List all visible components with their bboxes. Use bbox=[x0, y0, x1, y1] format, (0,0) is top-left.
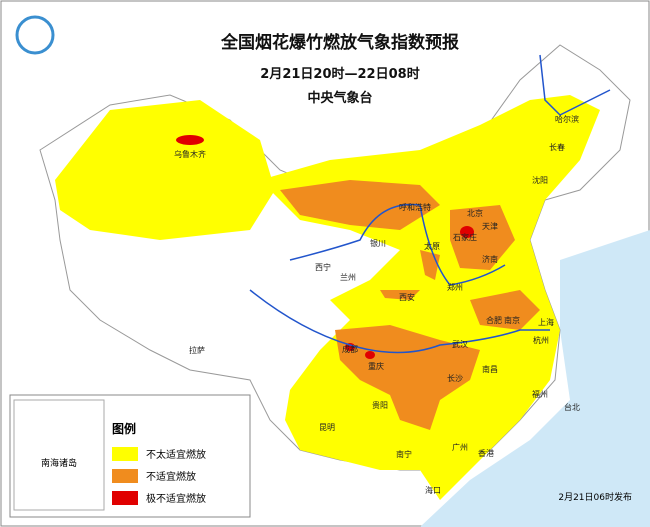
city-label: 西宁 bbox=[315, 262, 331, 272]
city-label: 福州 bbox=[532, 390, 548, 399]
city-label: 成都 bbox=[342, 344, 358, 354]
inset-map bbox=[13, 399, 105, 511]
release-time: 2月21日06时发布 bbox=[558, 491, 632, 503]
city-label: 南宁 bbox=[396, 449, 412, 459]
city-label: 沈阳 bbox=[532, 175, 548, 185]
city-label: 乌鲁木齐 bbox=[174, 149, 206, 159]
legend-label: 不太适宜燃放 bbox=[146, 448, 206, 461]
legend-label: 极不适宜燃放 bbox=[146, 492, 206, 505]
city-label: 广州 bbox=[452, 442, 468, 452]
legend-title: 图例 bbox=[112, 421, 136, 436]
city-label: 昆明 bbox=[319, 423, 335, 432]
river-yangtze bbox=[249, 289, 550, 354]
river-northeast bbox=[539, 54, 611, 116]
city-label: 贵阳 bbox=[372, 400, 388, 410]
city-label: 合肥 bbox=[486, 315, 502, 325]
city-label: 呼和浩特 bbox=[399, 202, 431, 212]
title: 全国烟花爆竹燃放气象指数预报 bbox=[220, 32, 459, 53]
orange-area-small bbox=[380, 250, 440, 300]
legend-swatch bbox=[112, 447, 138, 461]
city-label: 济南 bbox=[482, 254, 498, 264]
city-label: 哈尔滨 bbox=[555, 114, 579, 124]
red-area-urumqi bbox=[176, 135, 204, 145]
legend-swatch bbox=[112, 491, 138, 505]
sea bbox=[420, 230, 650, 527]
river-yellow bbox=[289, 203, 506, 286]
orange-area-anhui bbox=[470, 290, 540, 330]
issuer: 中央气象台 bbox=[307, 90, 372, 106]
city-label: 台北 bbox=[564, 402, 580, 412]
legend-swatch bbox=[112, 469, 138, 483]
city-label: 拉萨 bbox=[189, 345, 205, 355]
city-label: 长春 bbox=[549, 142, 565, 152]
city-label: 郑州 bbox=[447, 282, 463, 292]
city-label: 长沙 bbox=[447, 373, 463, 383]
city-label: 北京 bbox=[467, 208, 483, 218]
legend-label: 不适宜燃放 bbox=[146, 470, 196, 483]
city-label: 太原 bbox=[424, 241, 440, 251]
city-label: 西安 bbox=[399, 292, 415, 302]
city-label: 银川 bbox=[370, 238, 386, 248]
city-label: 杭州 bbox=[533, 335, 549, 345]
city-label: 石家庄 bbox=[453, 232, 477, 242]
inset-label: 南海诸岛 bbox=[41, 457, 77, 469]
city-label: 武汉 bbox=[452, 339, 468, 349]
city-label: 上海 bbox=[538, 317, 554, 327]
city-label: 天津 bbox=[482, 221, 498, 231]
city-label: 兰州 bbox=[340, 272, 356, 282]
red-area-chongqing bbox=[365, 351, 375, 359]
period: 2月21日20时—22日08时 bbox=[260, 66, 419, 82]
city-label: 南京 bbox=[504, 315, 520, 325]
orange-area-hebei bbox=[450, 205, 515, 270]
city-label: 重庆 bbox=[368, 361, 384, 371]
red-area-shijiazhuang bbox=[460, 226, 474, 238]
city-label: 南昌 bbox=[482, 364, 498, 374]
logo bbox=[15, 15, 55, 55]
city-label: 香港 bbox=[478, 448, 494, 458]
yellow-area-northwest bbox=[55, 100, 275, 240]
city-label: 海口 bbox=[425, 485, 441, 495]
orange-area-north bbox=[280, 180, 440, 230]
